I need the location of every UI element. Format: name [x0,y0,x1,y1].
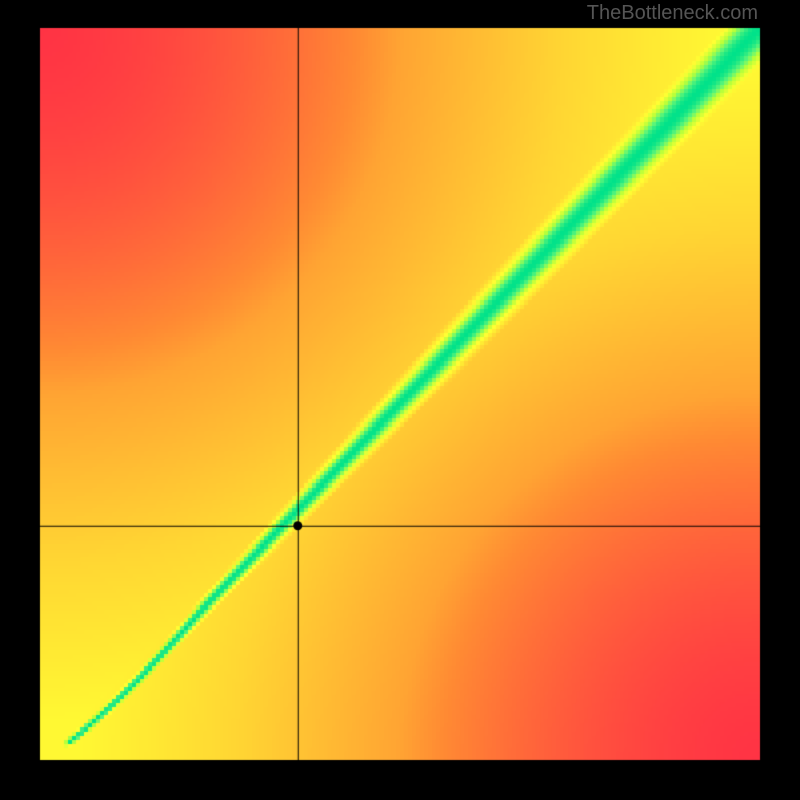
chart-container: TheBottleneck.com [0,0,800,800]
heatmap-canvas [0,0,800,800]
watermark-text: TheBottleneck.com [587,2,758,25]
